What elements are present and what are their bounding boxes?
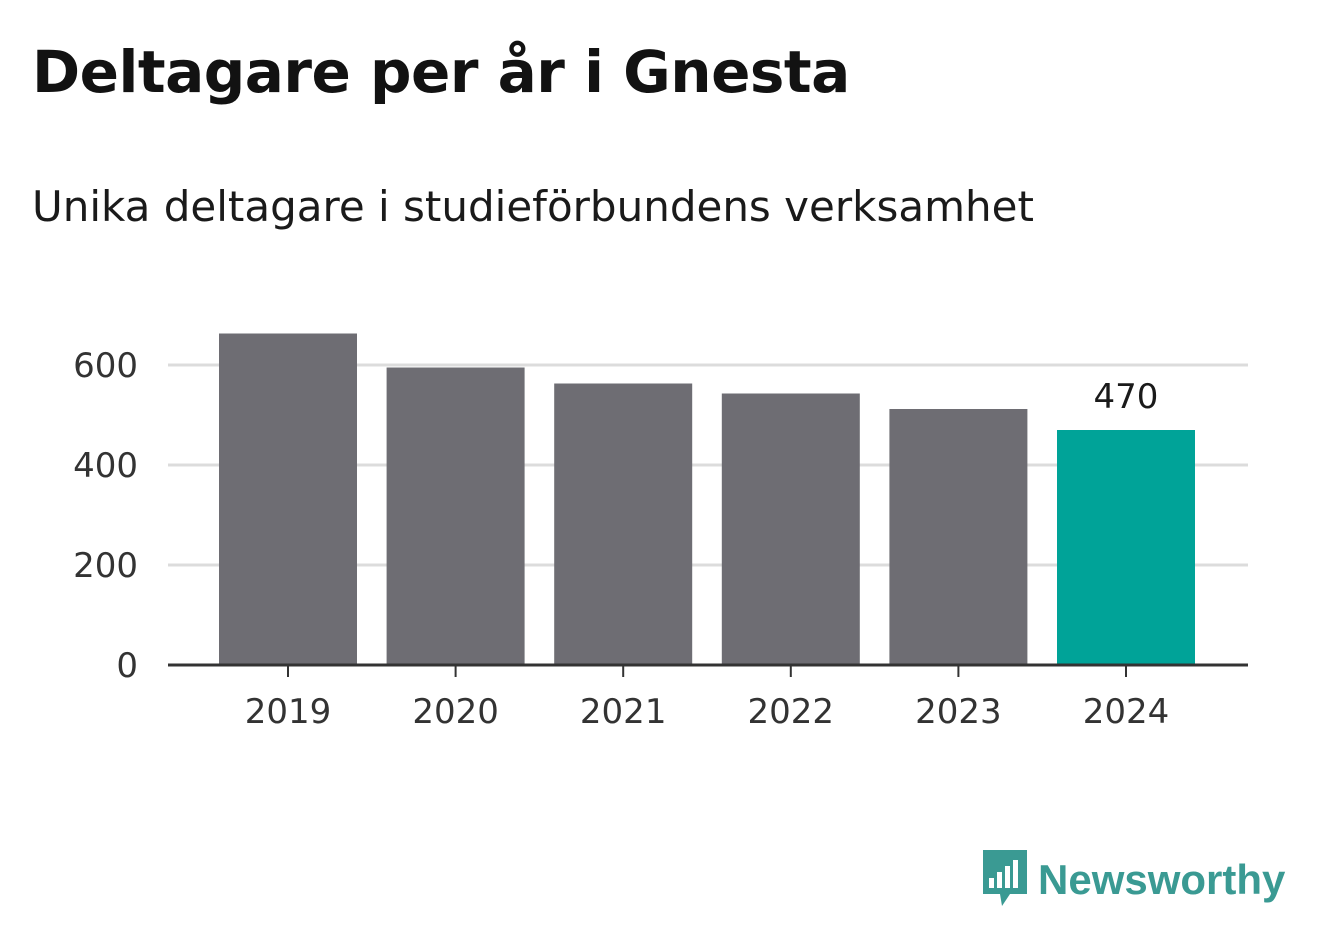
y-tick-label: 200 [73,546,138,586]
bars [219,333,1195,665]
chart-subtitle: Unika deltagare i studieförbundens verks… [32,182,1034,231]
newsworthy-brand: Newsworthy [980,848,1285,912]
brand-name: Newsworthy [1038,856,1286,903]
bar-2019 [219,333,357,665]
x-tick-label: 2024 [1083,692,1170,732]
chart-title: Deltagare per år i Gnesta [32,38,850,106]
bar-chart: 0 200 400 600 2019 2020 2021 2022 2023 2024 470 [73,333,1248,732]
x-tick-label: 2021 [580,692,667,732]
x-tick-label: 2019 [245,692,332,732]
x-tick-label: 2020 [412,692,499,732]
y-tick-label: 600 [73,346,138,386]
x-tick-label: 2022 [748,692,835,732]
bar-2024 [1057,430,1195,665]
y-tick-label: 400 [73,446,138,486]
newsworthy-logo-icon [980,848,1030,912]
data-label: 470 [1094,377,1159,417]
bar-2021 [554,383,693,665]
bar-2020 [386,367,525,665]
bar-2023 [889,409,1028,665]
bar-2022 [721,393,860,665]
labels: 0 200 400 600 2019 2020 2021 2022 2023 2024 470 [73,346,1248,732]
x-tick-label: 2023 [915,692,1002,732]
y-tick-label: 0 [116,646,138,686]
